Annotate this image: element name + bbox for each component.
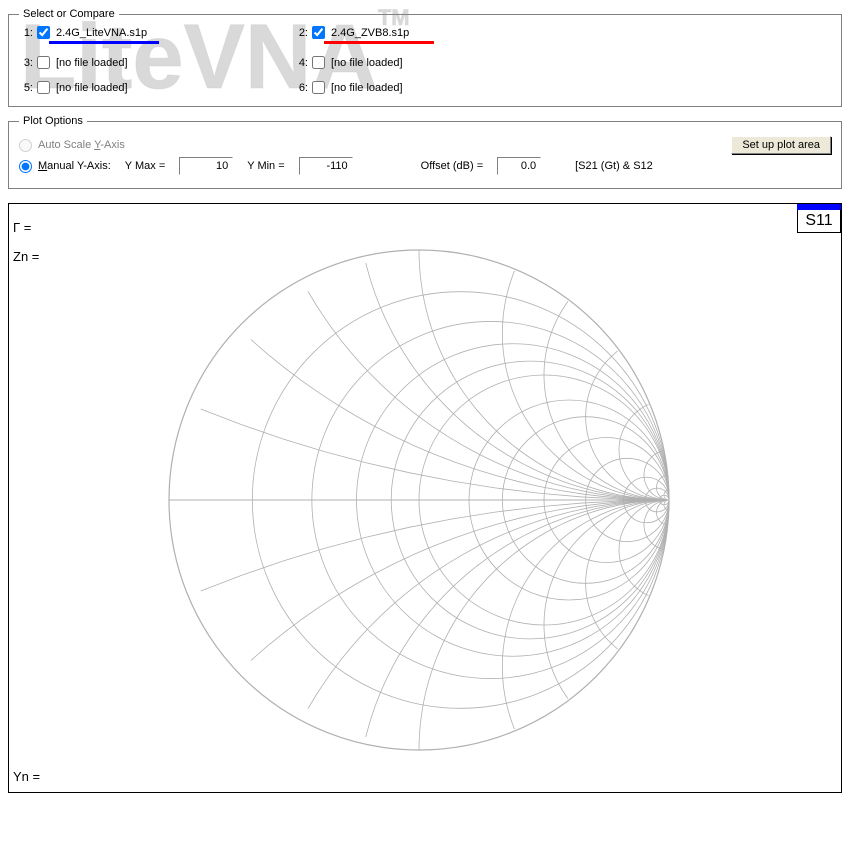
indicator-label: S11 bbox=[797, 210, 841, 233]
smith-chart bbox=[129, 210, 709, 790]
slot-filename: 2.4G_LiteVNA.s1p bbox=[56, 27, 147, 39]
offset-input[interactable] bbox=[497, 157, 541, 175]
plot-options-group: Plot Options Auto Scale Y-Axis Set up pl… bbox=[8, 115, 842, 189]
slot-filename: [no file loaded] bbox=[331, 57, 403, 69]
manual-scale-radio-label[interactable]: Manual Y-Axis: bbox=[19, 160, 111, 173]
ymax-label: Y Max = bbox=[125, 160, 165, 172]
slot-number: 3: bbox=[19, 57, 33, 69]
file-slot: 4: [no file loaded] bbox=[294, 56, 559, 69]
file-slot: 6: [no file loaded] bbox=[294, 81, 559, 94]
auto-scale-radio[interactable] bbox=[19, 139, 32, 152]
slot-filename: [no file loaded] bbox=[56, 82, 128, 94]
auto-scale-radio-label[interactable]: Auto Scale Y-Axis bbox=[19, 139, 125, 152]
slot-checkbox[interactable] bbox=[37, 26, 50, 39]
plot-options-legend: Plot Options bbox=[19, 115, 87, 127]
ymax-input[interactable] bbox=[179, 157, 233, 175]
yn-label: Yn = bbox=[13, 769, 40, 784]
slot-filename: [no file loaded] bbox=[331, 82, 403, 94]
file-slot: 2: 2.4G_ZVB8.s1p bbox=[294, 26, 559, 44]
slot-filename: 2.4G_ZVB8.s1p bbox=[331, 27, 409, 39]
plot-area: Γ = Zn = Yn = S11 bbox=[8, 203, 842, 793]
slot-number: 1: bbox=[19, 27, 33, 39]
slot-checkbox[interactable] bbox=[37, 81, 50, 94]
slot-color-swatch bbox=[324, 41, 434, 44]
offset-label: Offset (dB) = bbox=[421, 160, 483, 172]
slot-checkbox[interactable] bbox=[312, 81, 325, 94]
select-compare-group: Select or Compare 1: 2.4G_LiteVNA.s1p 2: 2.… bbox=[8, 8, 842, 107]
slot-checkbox[interactable] bbox=[312, 26, 325, 39]
setup-plot-area-button[interactable]: Set up plot area bbox=[731, 136, 831, 154]
slot-checkbox[interactable] bbox=[312, 56, 325, 69]
ymin-input[interactable] bbox=[299, 157, 353, 175]
select-compare-legend: Select or Compare bbox=[19, 8, 119, 20]
slot-checkbox[interactable] bbox=[37, 56, 50, 69]
file-slot: 5: [no file loaded] bbox=[19, 81, 284, 94]
s21-s12-label: [S21 (Gt) & S12 bbox=[575, 160, 653, 172]
file-slot: 3: [no file loaded] bbox=[19, 56, 284, 69]
file-slot: 1: 2.4G_LiteVNA.s1p bbox=[19, 26, 284, 44]
zn-label: Zn = bbox=[13, 243, 39, 272]
manual-scale-radio[interactable] bbox=[19, 160, 32, 173]
ymin-label: Y Min = bbox=[247, 160, 284, 172]
slot-number: 6: bbox=[294, 82, 308, 94]
gamma-label: Γ = bbox=[13, 214, 39, 243]
slot-number: 4: bbox=[294, 57, 308, 69]
slot-filename: [no file loaded] bbox=[56, 57, 128, 69]
slot-number: 2: bbox=[294, 27, 308, 39]
slot-number: 5: bbox=[19, 82, 33, 94]
slot-color-swatch bbox=[49, 41, 159, 44]
